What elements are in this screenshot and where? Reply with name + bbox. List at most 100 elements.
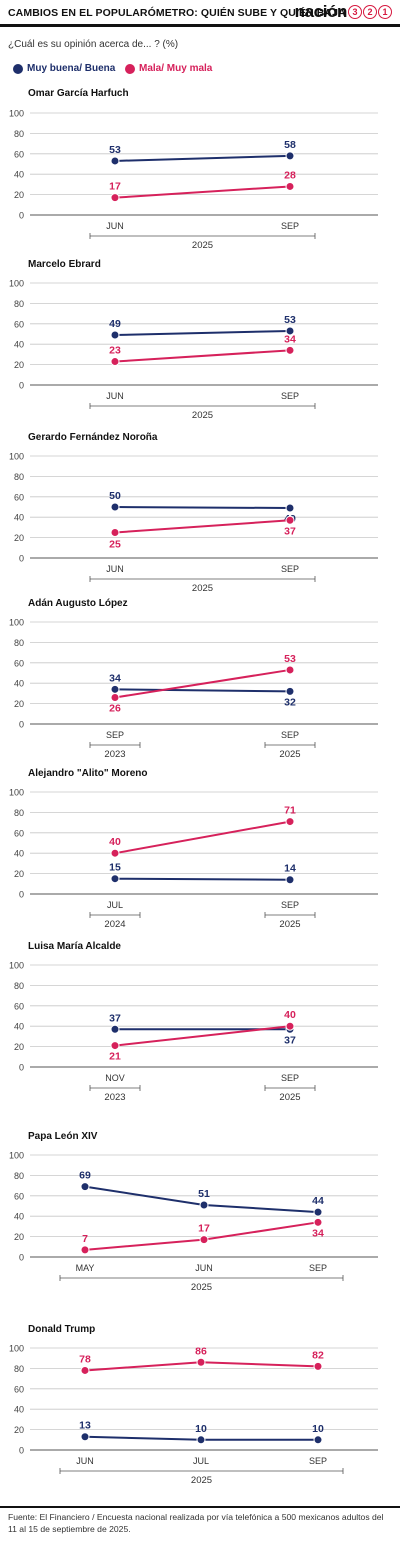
y-tick-label: 20 xyxy=(14,1232,24,1242)
y-tick-label: 60 xyxy=(14,319,24,329)
y-tick-label: 40 xyxy=(14,1022,24,1032)
y-tick-label: 0 xyxy=(19,554,24,564)
data-point-negative xyxy=(285,515,295,525)
y-tick-label: 20 xyxy=(14,869,24,879)
data-point-negative xyxy=(285,665,295,675)
x-tick-label: SEP xyxy=(106,730,124,740)
period-label: 2024 xyxy=(104,919,125,930)
y-tick-label: 100 xyxy=(9,1344,24,1354)
chart-title: Omar García Harfuch xyxy=(28,88,129,99)
header-rule xyxy=(0,24,400,27)
x-tick-label: JUN xyxy=(106,221,124,231)
data-point-negative xyxy=(110,1041,120,1051)
data-label-positive: 14 xyxy=(284,863,296,875)
y-tick-label: 20 xyxy=(14,533,24,543)
period-label: 2025 xyxy=(192,583,213,594)
data-point-negative xyxy=(196,1357,206,1367)
data-label-positive: 10 xyxy=(312,1423,324,1435)
y-tick-label: 0 xyxy=(19,1063,24,1073)
x-tick-label: JUN xyxy=(76,1456,94,1466)
survey-question: ¿Cuál es su opinión acerca de... ? (%) xyxy=(8,39,179,50)
y-tick-label: 80 xyxy=(14,808,24,818)
data-point-positive xyxy=(313,1207,323,1217)
data-label-negative: 23 xyxy=(109,345,121,357)
y-tick-label: 40 xyxy=(14,340,24,350)
y-tick-label: 80 xyxy=(14,1364,24,1374)
chart-title: Donald Trump xyxy=(28,1324,95,1335)
data-label-positive: 13 xyxy=(79,1420,91,1432)
period-label: 2025 xyxy=(191,1282,212,1293)
data-point-negative xyxy=(285,181,295,191)
period-label: 2025 xyxy=(279,1092,300,1103)
data-label-positive: 15 xyxy=(109,862,121,874)
y-tick-label: 40 xyxy=(14,679,24,689)
data-point-negative xyxy=(80,1365,90,1375)
series-line-positive xyxy=(114,877,291,881)
period-label: 2025 xyxy=(192,240,213,251)
series-line-negative xyxy=(114,185,291,199)
legend-label-positive: Muy buena/ Buena xyxy=(27,63,116,74)
data-point-positive xyxy=(110,684,120,694)
x-tick-label: SEP xyxy=(281,730,299,740)
data-label-positive: 50 xyxy=(109,490,121,502)
data-point-positive xyxy=(285,875,295,885)
y-tick-label: 60 xyxy=(14,828,24,838)
y-tick-label: 100 xyxy=(9,618,24,628)
source-note: Fuente: El Financiero / Encuesta naciona… xyxy=(8,1512,384,1534)
x-tick-label: SEP xyxy=(281,1073,299,1083)
period-label: 2023 xyxy=(104,749,125,760)
data-label-negative: 28 xyxy=(284,169,296,181)
y-tick-label: 80 xyxy=(14,981,24,991)
data-point-negative xyxy=(110,357,120,367)
data-label-negative: 78 xyxy=(79,1353,91,1365)
x-tick-label: JUN xyxy=(106,564,124,574)
x-tick-label: NOV xyxy=(105,1073,125,1083)
chart-title: Alejandro "Alito" Moreno xyxy=(28,768,147,779)
x-tick-label: JUL xyxy=(107,900,123,910)
data-label-negative: 37 xyxy=(284,525,296,537)
data-point-positive xyxy=(80,1182,90,1192)
data-label-negative: 17 xyxy=(109,181,121,193)
y-tick-label: 0 xyxy=(19,720,24,730)
period-label: 2025 xyxy=(191,1475,212,1486)
data-label-positive: 32 xyxy=(284,696,296,708)
chart-title: Luisa María Alcalde xyxy=(28,941,121,952)
data-label-negative: 40 xyxy=(109,836,121,848)
y-tick-label: 20 xyxy=(14,699,24,709)
data-label-positive: 58 xyxy=(284,139,296,151)
brand-logo: nación 3 2 1 xyxy=(295,2,392,22)
data-label-positive: 34 xyxy=(109,672,121,684)
chart-title: Gerardo Fernández Noroña xyxy=(28,432,158,443)
period-label: 2025 xyxy=(279,919,300,930)
data-label-negative: 34 xyxy=(284,333,296,345)
y-tick-label: 60 xyxy=(14,1191,24,1201)
y-tick-label: 100 xyxy=(9,109,24,119)
data-point-positive xyxy=(285,151,295,161)
data-label-negative: 21 xyxy=(109,1051,121,1063)
y-tick-label: 40 xyxy=(14,849,24,859)
brand-word: nación xyxy=(294,2,348,21)
data-label-negative: 25 xyxy=(109,539,121,551)
x-tick-label: MAY xyxy=(76,1263,95,1273)
brand-digit: 3 xyxy=(348,5,362,19)
data-point-negative xyxy=(285,817,295,827)
y-tick-label: 100 xyxy=(9,961,24,971)
x-tick-label: SEP xyxy=(281,221,299,231)
series-line-negative xyxy=(114,519,291,534)
chart-title: Marcelo Ebrard xyxy=(28,259,101,270)
y-tick-label: 100 xyxy=(9,788,24,798)
data-label-positive: 37 xyxy=(284,1034,296,1046)
y-tick-label: 40 xyxy=(14,1405,24,1415)
data-point-negative xyxy=(285,1021,295,1031)
data-point-positive xyxy=(110,1024,120,1034)
data-point-negative xyxy=(110,528,120,537)
series-line-positive xyxy=(114,329,291,337)
series-line-positive xyxy=(114,506,291,510)
data-point-positive xyxy=(110,874,120,884)
y-tick-label: 100 xyxy=(9,452,24,462)
data-point-positive xyxy=(285,503,295,513)
series-line-negative xyxy=(114,1025,291,1047)
y-tick-label: 80 xyxy=(14,1171,24,1181)
y-tick-label: 80 xyxy=(14,299,24,309)
